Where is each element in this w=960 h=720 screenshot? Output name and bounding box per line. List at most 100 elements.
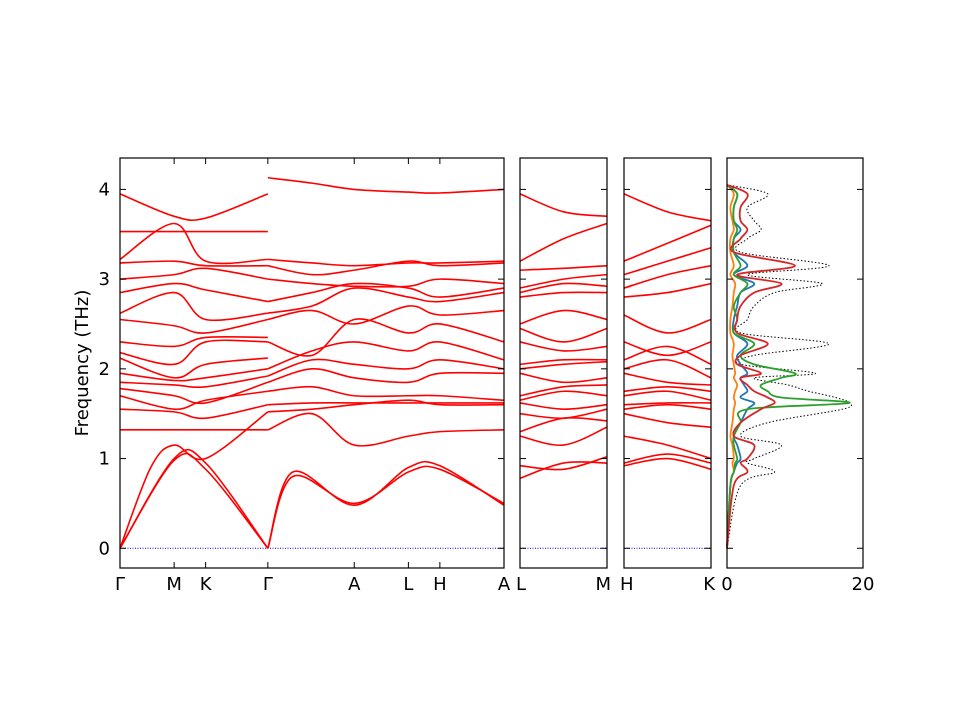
band-line (267, 412, 505, 447)
band-line (267, 358, 505, 377)
band-line (519, 455, 608, 471)
band-line (267, 260, 505, 276)
band-line (119, 403, 269, 420)
band-line (267, 399, 505, 413)
y-axis-label: Frequency (THz) (72, 290, 93, 437)
y-tick-label: 0 (99, 538, 110, 559)
band-line (267, 368, 505, 384)
panel-frame (623, 157, 712, 569)
band-line (119, 291, 268, 322)
band-line (267, 176, 505, 194)
band-line (119, 381, 269, 405)
band-line (119, 260, 268, 267)
band-line (519, 193, 608, 218)
band-line (267, 287, 505, 314)
band-line (519, 341, 608, 352)
x-tick-label: K (703, 574, 716, 595)
band-line (519, 264, 608, 271)
dos-total-line (726, 184, 853, 549)
band-line (519, 327, 608, 343)
band-line (119, 282, 268, 303)
band-line (623, 314, 712, 334)
band-line (623, 345, 712, 366)
x-tick-label: M (595, 574, 611, 595)
band-line (519, 309, 608, 325)
x-tick-label: H (433, 574, 447, 595)
band-line (267, 282, 505, 303)
band-line (267, 401, 504, 406)
band-line (519, 282, 608, 294)
band-line (623, 224, 712, 262)
band-line (119, 375, 268, 389)
dos-partial-line (726, 184, 796, 549)
band-line (267, 305, 505, 325)
dos-partial-line (726, 184, 739, 549)
band-line (623, 358, 712, 379)
band-line (267, 258, 505, 267)
band-line (119, 448, 269, 549)
band-line (519, 408, 608, 420)
panel-1: 0 1 2 3 4 Γ M K Γ A L H A (99, 157, 511, 595)
band-line (623, 453, 712, 464)
band-line (623, 457, 712, 471)
band-line (267, 341, 505, 370)
band-line (119, 411, 269, 549)
band-line (119, 452, 269, 549)
x-tick-label: M (166, 574, 182, 595)
band-line (119, 357, 268, 379)
band-line (267, 465, 505, 549)
x-tick-label: H (620, 574, 634, 595)
y-tick-label: 4 (99, 179, 110, 200)
band-line (267, 385, 505, 402)
x-tick-label: A (498, 574, 511, 595)
dos-partial-line (726, 184, 851, 549)
band-line (623, 403, 712, 410)
band-line (623, 385, 712, 393)
panel-frame (519, 157, 608, 569)
band-line (623, 390, 712, 402)
band-line (623, 282, 712, 298)
x-tick-label: K (200, 574, 213, 595)
band-line (267, 318, 505, 357)
band-line (267, 460, 505, 549)
band-line (623, 341, 712, 357)
band-line (119, 339, 268, 366)
band-line (623, 372, 712, 386)
band-line (519, 461, 608, 480)
band-line (119, 390, 268, 411)
band-line (119, 193, 269, 222)
band-line (519, 291, 608, 298)
band-line (623, 435, 712, 460)
x-tick-label: L (516, 574, 526, 595)
band-line (119, 368, 268, 382)
band-line (119, 318, 269, 334)
band-line (519, 360, 608, 370)
y-tick-label: 1 (99, 449, 110, 470)
band-line (119, 222, 268, 265)
band-line (119, 267, 268, 280)
dos-panel: 0 20 (721, 157, 875, 595)
band-line (519, 222, 608, 262)
x-tick-label: Γ (263, 574, 273, 595)
band-line (119, 335, 268, 348)
band-line (623, 264, 712, 289)
band-line (267, 278, 505, 288)
band-line (623, 246, 712, 276)
dos-x-tick-label: 20 (852, 574, 875, 595)
y-tick-label: 3 (99, 269, 110, 290)
band-line (519, 416, 608, 433)
band-line (519, 384, 608, 397)
band-line (623, 193, 712, 222)
panel-frame (726, 157, 864, 569)
band-line (519, 358, 608, 366)
band-line (623, 401, 712, 406)
x-tick-label: A (348, 574, 361, 595)
band-line (519, 390, 608, 402)
y-tick-label: 2 (99, 359, 110, 380)
panel-frame (119, 157, 505, 569)
dos-x-tick-label: 0 (721, 574, 732, 595)
band-line (623, 412, 712, 428)
